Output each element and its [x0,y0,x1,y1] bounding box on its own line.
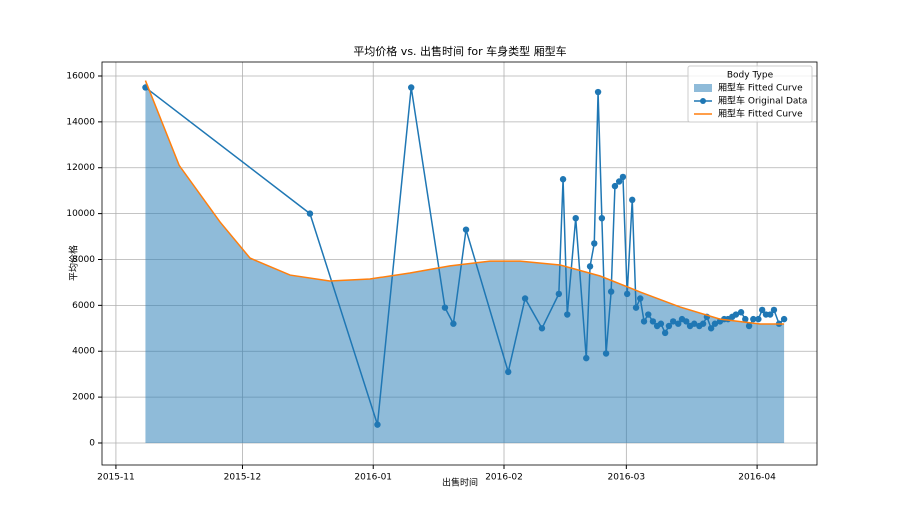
data-point [619,173,627,181]
data-point [683,318,690,325]
data-point [602,350,610,357]
data-point [640,318,648,325]
legend-label: 厢型车 Original Data [718,95,807,107]
data-point [665,322,673,330]
data-point [374,421,381,428]
data-point [306,210,314,217]
data-point [591,240,598,247]
y-tick-label: 8000 [72,255,95,265]
chart-title: 平均价格 vs. 出售时间 for 车身类型 厢型车 [353,44,566,58]
data-point [564,311,571,318]
data-point [441,304,449,311]
data-point [780,315,788,323]
legend-title: Body Type [727,71,774,81]
y-tick-label: 16000 [66,71,95,81]
data-point [559,176,567,183]
data-point [555,290,563,298]
y-axis-label: 平均价格 [68,245,80,281]
data-point [661,329,669,337]
data-point [615,178,623,185]
data-point [594,88,602,96]
y-tick-label: 2000 [72,393,95,403]
data-point [732,311,740,318]
data-point [766,311,774,318]
data-point [586,263,594,270]
axes-frame [101,61,818,466]
legend-swatch [694,84,712,92]
data-point [707,325,715,332]
data-point [623,290,631,298]
data-point [649,318,657,325]
data-point [450,320,457,327]
x-tick-label: 2015-11 [97,473,135,483]
y-tick-label: 0 [89,438,95,448]
y-tick-label: 10000 [66,209,95,219]
data-point [745,322,753,330]
data-point [408,84,415,91]
data-point [770,306,778,314]
data-point [645,311,652,318]
data-point [637,295,644,302]
data-point [607,288,615,295]
data-point [538,325,546,332]
data-point [675,320,682,327]
data-point [572,214,579,222]
data-point [691,320,698,327]
data-point [611,182,619,190]
legend-marker [700,98,706,104]
x-tick-label: 2016-03 [608,473,646,483]
data-point [583,354,590,362]
data-point [755,315,762,323]
x-tick-label: 2015-12 [224,473,262,483]
data-point [669,318,677,325]
x-tick-label: 2016-02 [485,473,523,483]
data-point [742,315,749,323]
data-point [699,320,707,327]
x-tick-label: 2016-04 [738,473,776,483]
data-point [521,295,529,302]
data-point [737,309,745,316]
data-point [598,214,606,222]
data-point [505,368,512,376]
fitted-area [145,80,785,443]
y-tick-label: 14000 [66,117,95,127]
data-point [462,226,470,233]
y-tick-label: 12000 [66,163,95,173]
data-point [711,320,719,327]
data-point [629,196,636,204]
y-tick-label: 4000 [72,347,95,357]
data-point [750,315,757,323]
data-point [758,306,766,314]
legend-label: 厢型车 Fitted Curve [718,82,803,94]
legend-label: 厢型车 Fitted Curve [718,108,803,120]
x-tick-label: 2016-01 [354,473,392,483]
data-point [632,304,640,311]
legend-box [687,65,813,123]
y-tick-label: 6000 [72,301,95,311]
x-axis-label: 出售时间 [442,477,478,489]
data-point [657,320,665,327]
series-line [144,80,785,325]
